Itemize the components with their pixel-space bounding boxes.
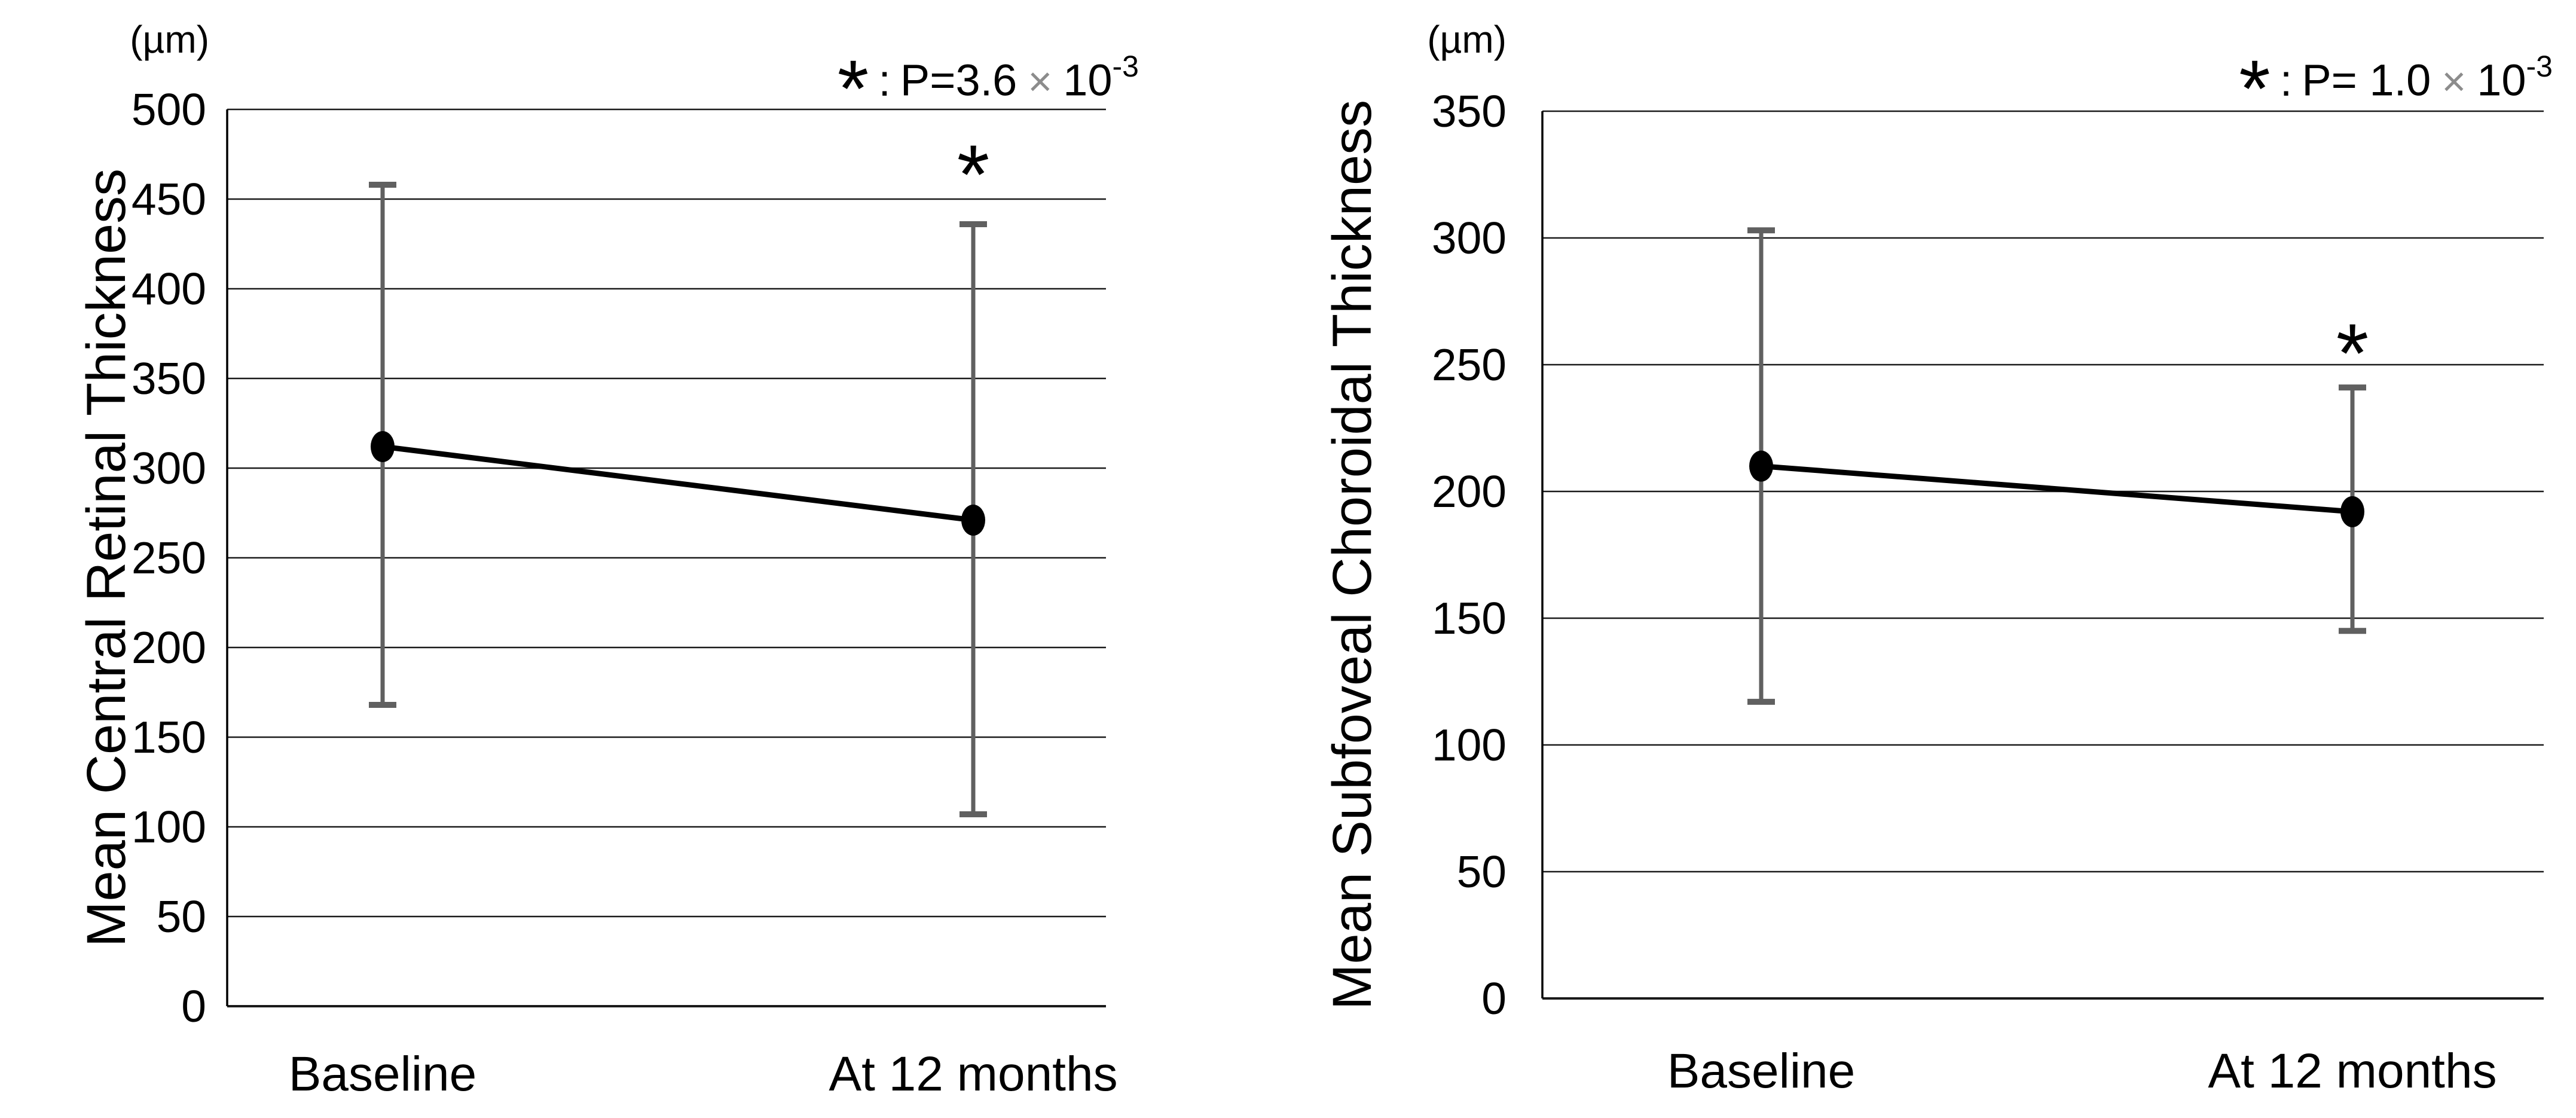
p-value-annotation: *: P=3.6 × 10-3	[242, 31, 1139, 129]
multiplication-sign: ×	[2441, 57, 2467, 105]
y-tick-label: 100	[131, 802, 206, 852]
x-tick-label-baseline: Baseline	[288, 1047, 477, 1101]
y-tick-label: 0	[181, 981, 206, 1031]
p-value-text: P=3.6	[900, 55, 1017, 105]
y-tick-label: 350	[131, 353, 206, 404]
power-base: 10	[2477, 55, 2526, 105]
y-tick-label: 50	[1456, 847, 1507, 897]
asterisk-symbol: *	[837, 43, 869, 134]
annotation-colon: :	[2279, 55, 2293, 105]
data-point-marker	[1749, 450, 1773, 482]
x-tick-label-12-months: At 12 months	[829, 1047, 1118, 1101]
significance-asterisk: *	[957, 127, 989, 221]
y-tick-label: 300	[131, 443, 206, 493]
x-tick-label-12-months: At 12 months	[2208, 1044, 2497, 1098]
power-exponent: -3	[2526, 50, 2553, 83]
annotation-colon: :	[878, 55, 891, 105]
data-point-marker	[2340, 496, 2364, 527]
data-point-marker	[961, 505, 985, 536]
y-tick-label: 200	[1431, 466, 1507, 517]
y-axis-unit-label: (µm)	[1427, 18, 1507, 61]
series-line	[1761, 463, 2353, 515]
y-tick-label: 150	[131, 712, 206, 762]
multiplication-sign: ×	[1028, 57, 1053, 105]
x-tick-label-baseline: Baseline	[1667, 1044, 1856, 1098]
significance-asterisk: *	[2336, 306, 2369, 400]
y-axis-title: Mean Subfoveal Choroidal Thickness	[1322, 99, 1383, 1010]
p-value-text: P= 1.0	[2302, 55, 2431, 105]
y-tick-label: 0	[1481, 973, 1507, 1024]
y-tick-label: 150	[1431, 593, 1507, 643]
power-exponent: -3	[1112, 50, 1139, 83]
y-tick-label: 250	[131, 533, 206, 583]
asterisk-symbol: *	[2239, 43, 2271, 134]
y-tick-label: 350	[1431, 86, 1507, 136]
y-tick-label: 300	[1431, 213, 1507, 263]
data-point-marker	[371, 431, 395, 462]
y-tick-label: 100	[1431, 720, 1507, 770]
power-base: 10	[1063, 55, 1113, 105]
y-tick-label: 400	[131, 264, 206, 314]
y-tick-label: 200	[131, 622, 206, 673]
y-tick-label: 50	[156, 891, 206, 942]
y-tick-label: 250	[1431, 340, 1507, 390]
series-line	[382, 444, 974, 523]
p-value-annotation: *: P= 1.0 × 10-3	[1656, 31, 2553, 129]
y-tick-label: 500	[131, 84, 206, 135]
y-axis-unit-label: (µm)	[130, 18, 209, 61]
y-tick-label: 450	[131, 174, 206, 224]
